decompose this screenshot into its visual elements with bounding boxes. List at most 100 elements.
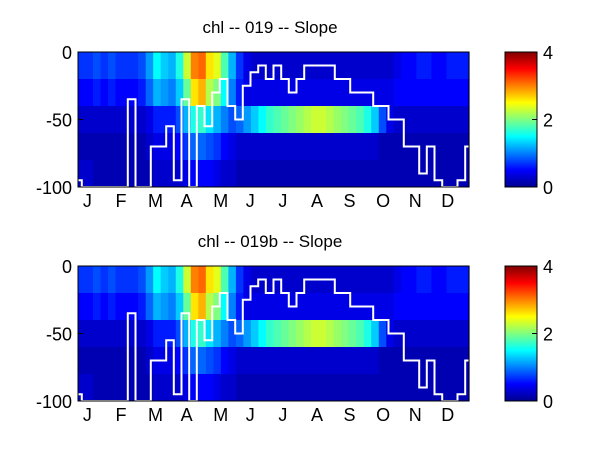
heatmap-cell [93, 266, 102, 294]
heatmap-cell [438, 133, 448, 161]
heatmap-cell [85, 160, 94, 188]
heatmap-cell [416, 293, 425, 321]
heatmap-cell [220, 347, 229, 375]
heatmap-cell [93, 293, 102, 321]
heatmap-cell [288, 52, 297, 80]
heatmap-cell [205, 160, 214, 188]
heatmap-cell [318, 293, 327, 321]
heatmap-cell [371, 266, 380, 294]
heatmap-cell [175, 374, 184, 402]
heatmap-cell [78, 79, 87, 107]
heatmap-cell [250, 133, 260, 161]
heatmap-cell [296, 79, 305, 107]
heatmap-cell [371, 293, 380, 321]
heatmap-cell [138, 79, 147, 107]
heatmap-cell [303, 347, 312, 375]
heatmap-cell [333, 160, 342, 188]
heatmap-cell [386, 160, 395, 188]
heatmap-cell [281, 133, 290, 161]
heatmap-cell [423, 106, 432, 134]
heatmap-cell [326, 374, 335, 402]
heatmap-cell [183, 320, 192, 348]
heatmap-cell [393, 374, 402, 402]
x-tick-label: M [213, 405, 228, 425]
heatmap-cell [138, 106, 147, 134]
heatmap-cell [386, 133, 395, 161]
x-tick-label: M [148, 191, 163, 211]
heatmap-cell [311, 347, 320, 375]
heatmap-cell [408, 160, 417, 188]
heatmap-cell [318, 160, 327, 188]
heatmap-cell [341, 374, 350, 402]
heatmap-cell [401, 160, 410, 188]
heatmap-cell [438, 347, 448, 375]
heatmap-cell [190, 374, 199, 402]
heatmap-cell [190, 266, 199, 294]
heatmap-cell [115, 347, 124, 375]
heatmap-cell [258, 79, 267, 107]
heatmap-cell [138, 52, 147, 80]
heatmap-cell [461, 320, 470, 348]
heatmap-cell [288, 160, 297, 188]
heatmap-cell [243, 106, 252, 134]
heatmap-cell [250, 266, 260, 294]
heatmap-cell [115, 266, 124, 294]
heatmap-cell [356, 133, 365, 161]
heatmap-cell [416, 133, 425, 161]
x-tick-label: A [311, 405, 323, 425]
heatmap-cell [220, 266, 229, 294]
heatmap-cell [265, 133, 275, 161]
heatmap-cell [168, 52, 177, 80]
heatmap-cell [205, 347, 214, 375]
heatmap-cell [393, 133, 402, 161]
heatmap-cell [198, 106, 207, 134]
heatmap-cell [183, 106, 192, 134]
heatmap-cell [145, 133, 154, 161]
heatmap-cell [333, 293, 342, 321]
heatmap-cell [333, 106, 342, 134]
heatmap-cell [446, 347, 455, 375]
heatmap-cell [438, 79, 448, 107]
x-tick-label: D [441, 191, 454, 211]
heatmap-cell [371, 160, 380, 188]
x-tick-label: F [115, 405, 126, 425]
heatmap-cell [198, 52, 207, 80]
heatmap-cell [235, 79, 245, 107]
heatmap-cell [228, 133, 237, 161]
heatmap-cell [393, 160, 402, 188]
heatmap-cell [175, 52, 184, 80]
heatmap-cell [235, 52, 245, 80]
heatmap-cell [78, 266, 87, 294]
heatmap-cell [115, 320, 124, 348]
heatmap-cell [318, 320, 327, 348]
heatmap-cell [168, 160, 177, 188]
heatmap-cell [115, 160, 124, 188]
y-tick-label: 0 [62, 43, 72, 63]
heatmap-cell [183, 293, 192, 321]
heatmap-cell [168, 79, 177, 107]
heatmap-cell [160, 374, 169, 402]
heatmap-cell [250, 106, 260, 134]
heatmap-cell [145, 106, 154, 134]
y-axis-2: 0 -50 -100 [36, 257, 83, 412]
heatmap-cell [348, 133, 357, 161]
heatmap-cell [108, 347, 117, 375]
x-tick-label: S [344, 191, 356, 211]
heatmap-cell [198, 79, 207, 107]
heatmap-cell [78, 347, 87, 375]
heatmap-cell [243, 320, 252, 348]
heatmap-cell [228, 106, 237, 134]
heatmap-cell [461, 106, 470, 134]
heatmap-cell [363, 374, 372, 402]
heatmap-cell [115, 133, 124, 161]
heatmap-cell [258, 347, 267, 375]
heatmap-cell [198, 266, 207, 294]
heatmap-cell [416, 320, 425, 348]
x-tick-label: M [148, 405, 163, 425]
heatmap-cell [281, 106, 290, 134]
heatmap-cell [205, 133, 214, 161]
heatmap-cell [386, 374, 395, 402]
heatmap-cell [175, 266, 184, 294]
heatmap-cell [438, 52, 448, 80]
